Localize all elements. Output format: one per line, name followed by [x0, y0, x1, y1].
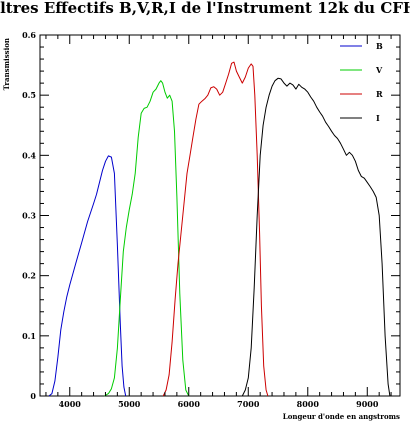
- y-tick-label: 0.3: [22, 211, 36, 221]
- legend-label-b: B: [376, 41, 383, 51]
- x-axis-label: Longeur d'onde en angstroms: [283, 412, 400, 421]
- x-tick-label: 6000: [178, 399, 201, 409]
- y-tick-label: 0.1: [22, 331, 36, 341]
- plot-frame: [39, 34, 401, 397]
- y-axis-label: Transmission: [2, 38, 11, 90]
- chart-title: Filtres Effectifs B,V,R,I de l'Instrumen…: [0, 0, 410, 17]
- y-tick-label: 0.4: [22, 150, 36, 160]
- x-tick-label: 7000: [237, 399, 260, 409]
- axis-layer: 0 0.1 0.2 0.3 0.4 0.5 0.6 4000 5000 6000 7000 8000 9…: [22, 30, 400, 409]
- series-i-line: [241, 77, 391, 397]
- series-layer: [48, 61, 391, 397]
- series-r-line: [162, 61, 269, 397]
- chart-legend: B V R I: [340, 41, 383, 123]
- x-tick-label: 9000: [356, 399, 379, 409]
- y-tick-label: 0.5: [22, 90, 36, 100]
- x-tick-label: 8000: [297, 399, 320, 409]
- x-tick-label: 5000: [118, 399, 141, 409]
- legend-label-v: V: [375, 65, 383, 75]
- y-tick-label: 0: [30, 391, 36, 401]
- x-tick-label: 4000: [59, 399, 82, 409]
- legend-label-r: R: [376, 89, 383, 99]
- y-tick-label: 0.2: [22, 271, 36, 281]
- series-b-line: [48, 155, 127, 397]
- series-v-line: [104, 80, 190, 397]
- y-tick-label: 0.6: [22, 30, 36, 40]
- legend-label-i: I: [376, 113, 380, 123]
